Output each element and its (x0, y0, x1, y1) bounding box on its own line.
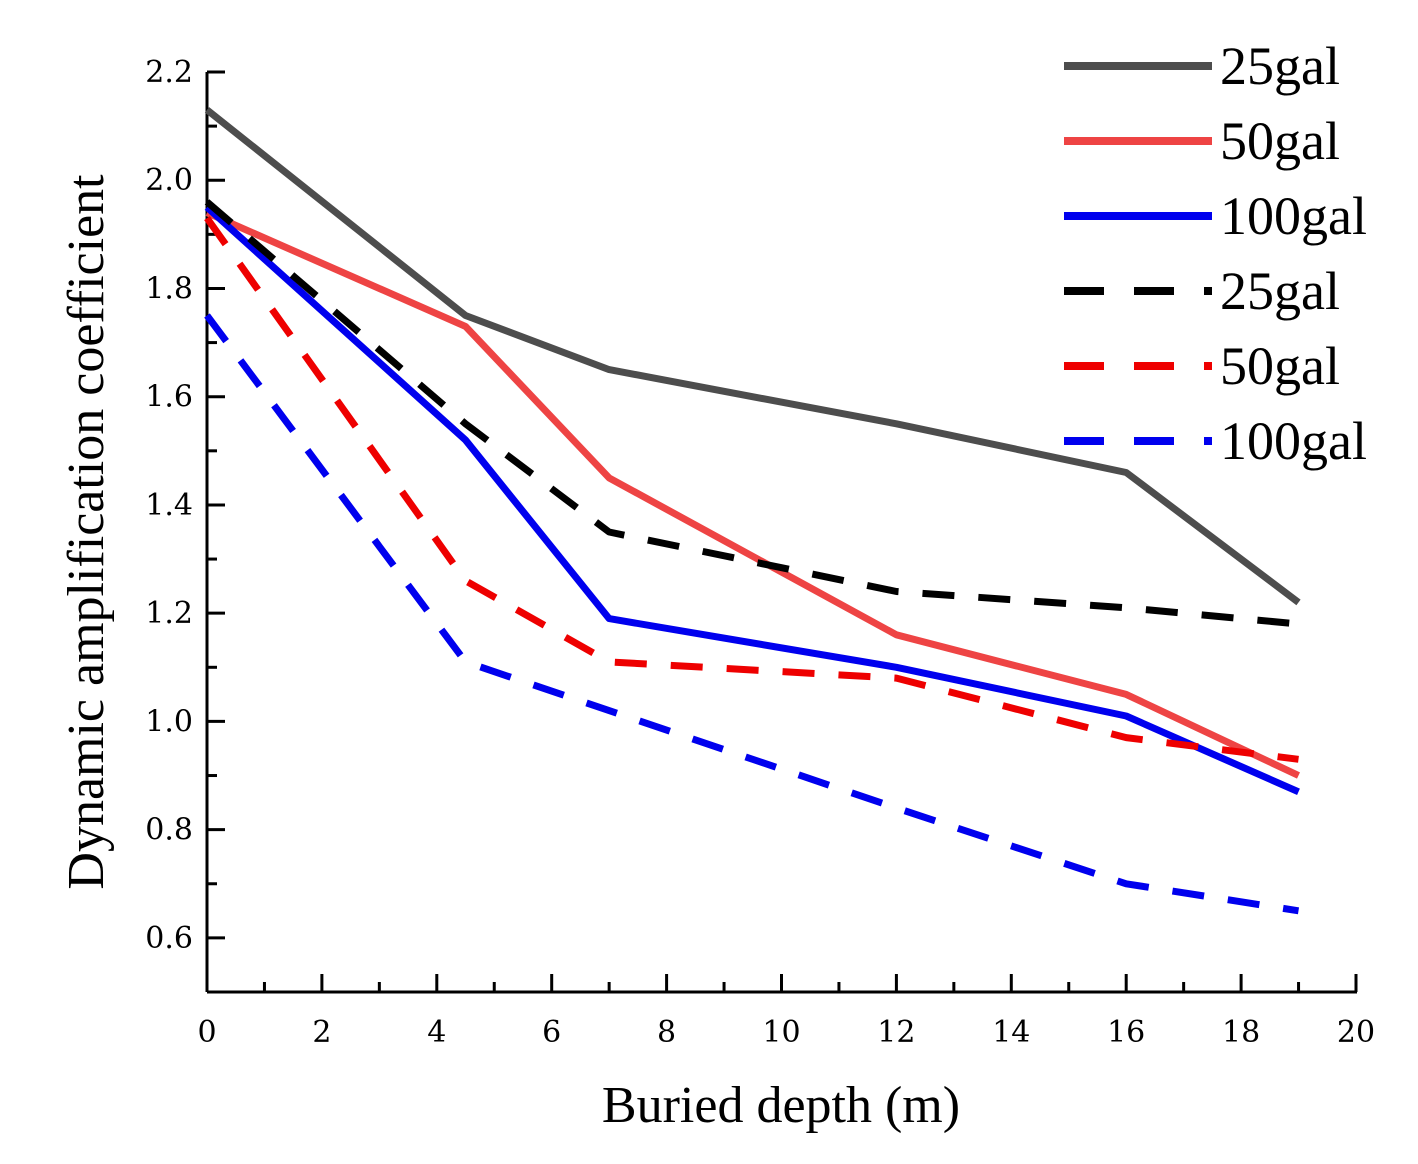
x-tick-label: 14 (992, 1015, 1030, 1050)
legend-label: 25gal (1220, 36, 1340, 96)
y-tick-label: 1.4 (145, 488, 193, 523)
legend-label: 100gal (1220, 411, 1367, 471)
x-tick-label: 10 (762, 1015, 800, 1050)
x-tick-label: 8 (657, 1015, 676, 1050)
x-axis-title: Buried depth (m) (602, 1077, 960, 1134)
x-tick-label: 20 (1337, 1015, 1375, 1050)
y-tick-label: 1.6 (145, 380, 193, 415)
x-tick-label: 16 (1107, 1015, 1145, 1050)
series-line-dashed-25gal (204, 199, 1299, 628)
series-line-dashed-100gal (204, 313, 1300, 915)
legend-label: 50gal (1220, 336, 1340, 396)
series-layer (204, 107, 1301, 915)
y-tick-label: 0.6 (145, 921, 193, 956)
plot-axes: 0 2 4 6 8 10 12 14 16 18 20 0.6 0.8 1.0 1.2 1.4 1.6 1.8 2.… (145, 55, 1375, 1050)
legend-label: 25gal (1220, 261, 1340, 321)
series-line-dashed-50gal (204, 216, 1299, 763)
y-axis-title: Dynamic amplification coefficient (58, 174, 115, 890)
y-tick-label: 2.2 (145, 55, 193, 90)
legend: 25gal 50gal 100gal 25gal 50gal 100gal (1064, 36, 1367, 471)
y-tick-label: 2.0 (145, 163, 193, 198)
x-tick-label: 4 (427, 1015, 446, 1050)
x-tick-label: 18 (1222, 1015, 1260, 1050)
series-line-solid-50gal (205, 209, 1300, 779)
series-line-solid-100gal (204, 204, 1300, 796)
legend-label: 100gal (1220, 186, 1367, 246)
y-tick-label: 0.8 (145, 813, 193, 848)
y-tick-label: 1.0 (145, 704, 193, 739)
x-tick-label: 12 (877, 1015, 915, 1050)
series-line-solid-25gal (204, 107, 1301, 606)
y-tick-label: 1.8 (145, 271, 193, 306)
x-tick-label: 2 (312, 1015, 331, 1050)
legend-label: 50gal (1220, 111, 1340, 171)
y-tick-label: 1.2 (145, 596, 193, 631)
x-tick-label: 0 (197, 1015, 216, 1050)
x-tick-label: 6 (542, 1015, 561, 1050)
